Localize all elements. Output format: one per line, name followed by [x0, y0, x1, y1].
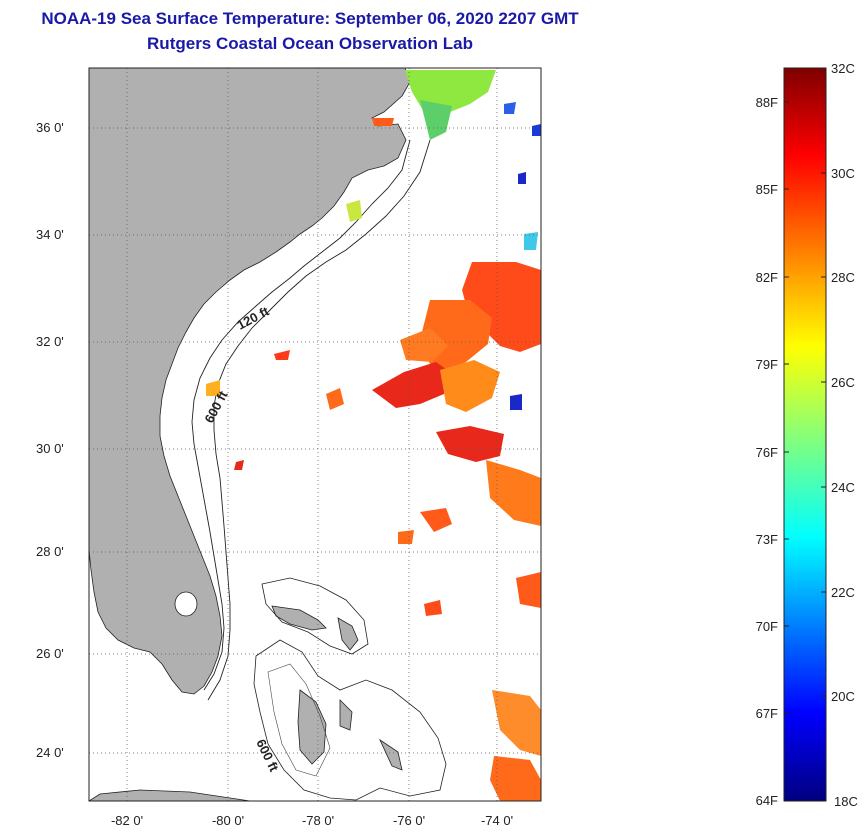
colorbar-label-28c: 28C: [831, 270, 855, 285]
land-mainland: [89, 68, 411, 695]
chart-title: NOAA-19 Sea Surface Temperature: Septemb…: [41, 9, 579, 28]
lat-label-36: 36 0': [36, 120, 64, 135]
colorbar-label-76f: 76F: [756, 445, 778, 460]
lake-okeechobee: [174, 591, 198, 617]
colorbar-label-79f: 79F: [756, 357, 778, 372]
lat-label-24: 24 0': [36, 745, 64, 760]
colorbar-label-24c: 24C: [831, 480, 855, 495]
colorbar-label-18c: 18C: [834, 794, 858, 809]
colorbar-label-88f: 88F: [756, 95, 778, 110]
colorbar-label-73f: 73F: [756, 532, 778, 547]
colorbar-label-67f: 67F: [756, 706, 778, 721]
land-bahamas-andros: [297, 689, 327, 765]
colorbar-label-30c: 30C: [831, 166, 855, 181]
contour-120ft: [191, 139, 411, 691]
colorbar-label-26c: 26C: [831, 375, 855, 390]
lon-label-82: -82 0': [111, 813, 143, 828]
bank-contour-inner: [267, 663, 331, 777]
graticule: [89, 68, 541, 801]
map-frame: [88, 67, 542, 802]
lat-label-32: 32 0': [36, 334, 64, 349]
colorbar: [783, 67, 827, 802]
colorbar-label-82f: 82F: [756, 270, 778, 285]
lon-label-80: -80 0': [212, 813, 244, 828]
colorbar-label-70f: 70F: [756, 619, 778, 634]
land-cuba: [89, 789, 251, 801]
chart-subtitle: Rutgers Coastal Ocean Observation Lab: [147, 34, 473, 53]
colorbar-label-32c: 32C: [831, 61, 855, 76]
land-bahamas-eleuthera: [339, 699, 353, 731]
colorbar-label-20c: 20C: [831, 689, 855, 704]
lon-label-76: -76 0': [393, 813, 425, 828]
colorbar-label-64f: 64F: [756, 793, 778, 808]
land-bahamas-long: [379, 738, 403, 771]
colorbar-label-22c: 22C: [831, 585, 855, 600]
lat-label-26: 26 0': [36, 646, 64, 661]
sst-patches: [206, 70, 541, 801]
bank-contour-little-bahama: [261, 577, 369, 655]
lat-label-28: 28 0': [36, 544, 64, 559]
colorbar-ticks: [784, 101, 826, 714]
colorbar-label-85f: 85F: [756, 182, 778, 197]
lon-label-78: -78 0': [302, 813, 334, 828]
lat-label-34: 34 0': [36, 227, 64, 242]
land-bahamas-abaco: [337, 617, 359, 651]
lon-label-74: -74 0': [481, 813, 513, 828]
lat-label-30: 30 0': [36, 441, 64, 456]
